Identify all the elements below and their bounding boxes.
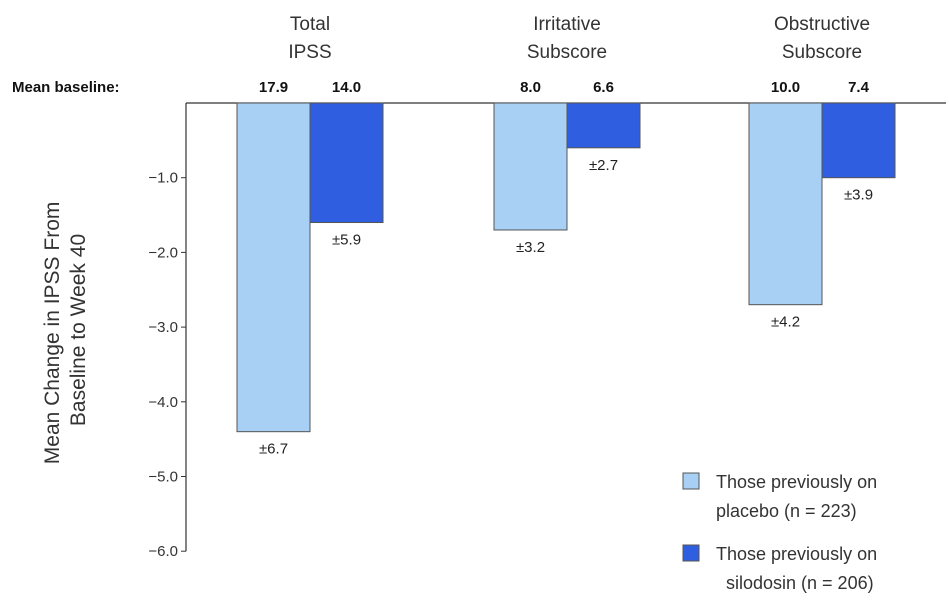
category-label: Total	[290, 14, 330, 35]
legend-swatch-silodosin	[682, 544, 700, 562]
bar-silodosin	[309, 102, 384, 224]
legend-label: silodosin (n = 206)	[726, 573, 874, 593]
error-label: ±5.9	[332, 232, 361, 249]
error-label: ±3.9	[844, 187, 873, 204]
baseline-value: 14.0	[332, 79, 361, 96]
legend-label: Those previously on	[716, 544, 877, 564]
y-axis-title-line-1: Mean Change in IPSS From	[41, 202, 64, 465]
y-axis-title-line-2: Baseline to Week 40	[67, 234, 90, 426]
baseline-value: 6.6	[593, 79, 614, 96]
legend-swatch-placebo	[682, 472, 700, 490]
error-label: ±4.2	[771, 314, 800, 331]
error-label: ±2.7	[589, 157, 618, 174]
legend-label: placebo (n = 223)	[716, 501, 857, 521]
bar-placebo	[236, 102, 311, 433]
y-axis-title: Mean Change in IPSS From Baseline to Wee…	[41, 196, 90, 464]
y-tick-label: −4.0	[148, 394, 178, 411]
y-tick-label: −1.0	[148, 170, 178, 187]
y-tick-label: −2.0	[148, 244, 178, 261]
baseline-value: 10.0	[771, 79, 800, 96]
baseline-value: 7.4	[848, 79, 870, 96]
bar-placebo	[493, 102, 568, 231]
bar-placebo	[748, 102, 823, 306]
baseline-label: Mean baseline:	[12, 79, 120, 96]
error-label: ±3.2	[516, 239, 545, 256]
category-label: Subscore	[782, 42, 862, 63]
category-label: Irritative	[533, 14, 601, 35]
y-tick-label: −6.0	[148, 543, 178, 560]
y-tick-label: −5.0	[148, 469, 178, 486]
category-label: Obstructive	[774, 14, 870, 35]
category-label: IPSS	[288, 42, 331, 63]
baseline-value: 17.9	[259, 79, 288, 96]
bar-silodosin	[821, 102, 896, 179]
category-label: Subscore	[527, 42, 607, 63]
legend-label: Those previously on	[716, 472, 877, 492]
y-tick-label: −3.0	[148, 319, 178, 336]
bar-silodosin	[566, 102, 641, 149]
error-label: ±6.7	[259, 441, 288, 458]
baseline-value: 8.0	[520, 79, 541, 96]
